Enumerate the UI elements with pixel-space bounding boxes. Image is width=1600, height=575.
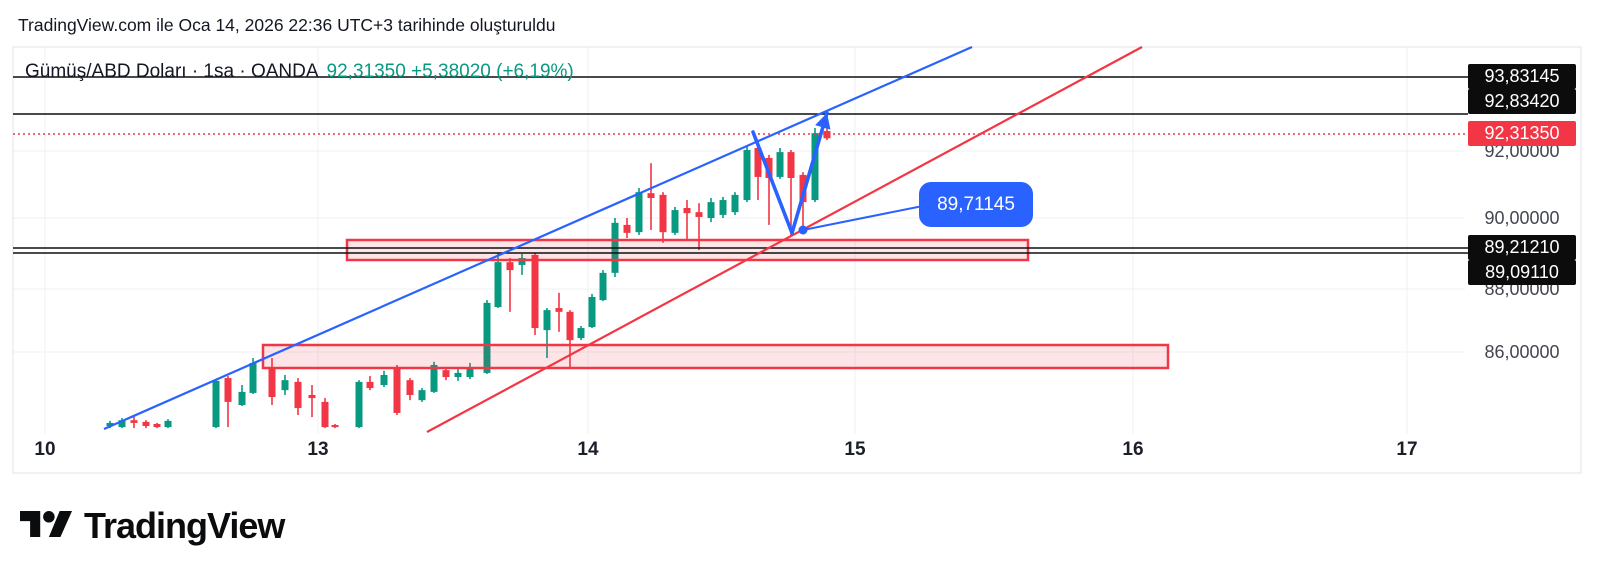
level-price-badge[interactable]: 92,83420	[1468, 89, 1576, 114]
candle-body-down	[366, 381, 374, 389]
tradingview-logo-text: TradingView	[84, 505, 285, 546]
x-axis-date-label[interactable]: 17	[1396, 439, 1418, 460]
candle-body-down	[566, 311, 574, 341]
candle-body-down	[683, 207, 691, 214]
candle-body-up	[418, 390, 426, 401]
candle-body-down	[787, 152, 795, 178]
candle-body-down	[142, 421, 150, 427]
callout-anchor-dot[interactable]	[798, 225, 808, 235]
candle-body-up	[719, 200, 727, 215]
tradingview-logo-icon	[20, 508, 72, 545]
candle-body-up	[249, 362, 257, 393]
candle-body-down	[799, 174, 807, 203]
chart-legend[interactable]: Gümüş/ABD Doları · 1sa · OANDA 92,31350 +…	[25, 61, 574, 83]
attribution-text: TradingView.com ile Oca 14, 2026 22:36 U…	[18, 15, 556, 35]
candle-body-down	[321, 401, 329, 428]
last-price-change: 92,31350 +5,38020 (+6,19%)	[326, 61, 574, 82]
candle-body-up	[281, 380, 289, 391]
candle-body-up	[380, 374, 388, 385]
candle-body-down	[224, 378, 232, 402]
candle-body-up	[811, 133, 819, 201]
y-axis-price-label[interactable]: 86,00000	[1484, 341, 1560, 362]
candle-body-up	[707, 202, 715, 218]
level-price-badge[interactable]: 89,09110	[1468, 260, 1576, 285]
candle-body-up	[118, 420, 126, 428]
price-zone-rectangle[interactable]	[261, 343, 1170, 370]
candle-body-down	[406, 380, 414, 395]
candle-body-down	[308, 394, 316, 399]
price-callout-label[interactable]: 89,71145	[919, 182, 1033, 227]
level-price-badge[interactable]: 93,83145	[1468, 64, 1576, 89]
candle-body-up	[466, 368, 474, 378]
candle-body-up	[483, 302, 491, 373]
symbol-title[interactable]: Gümüş/ABD Doları · 1sa · OANDA	[25, 61, 319, 82]
arrowhead-icon	[815, 113, 831, 130]
candle-body-up	[671, 210, 679, 233]
candle-body-down	[754, 147, 762, 177]
blue-trendline[interactable]	[103, 45, 973, 431]
candle-body-down	[294, 381, 302, 409]
candle-body-up	[776, 152, 784, 177]
candle-body-up	[494, 262, 502, 308]
candle-body-down	[153, 423, 161, 428]
chart-widget-border	[12, 46, 1582, 474]
candle-body-up	[212, 380, 220, 428]
x-axis-date-label[interactable]: 13	[307, 439, 329, 460]
blue-arrow-drawing[interactable]	[751, 111, 829, 235]
price-zone-rectangle[interactable]	[345, 238, 1030, 262]
candle-body-up	[355, 381, 363, 428]
candle-body-up	[577, 328, 585, 339]
candle-body-down	[506, 262, 514, 271]
candle-body-up	[635, 192, 643, 233]
candle-body-down	[555, 308, 563, 312]
candle-body-down	[331, 425, 339, 428]
current-price-badge[interactable]: 92,31350	[1468, 121, 1576, 146]
x-axis-date-label[interactable]: 15	[844, 439, 866, 460]
x-axis-date-label[interactable]: 16	[1122, 439, 1144, 460]
candle-body-up	[731, 194, 739, 213]
candle-body-up	[238, 391, 246, 405]
candle-body-down	[765, 157, 773, 178]
candle-body-down	[442, 370, 450, 378]
candle-body-up	[164, 420, 172, 428]
candle-body-down	[695, 212, 703, 217]
candle-body-down	[623, 224, 631, 233]
level-price-badge[interactable]: 89,21210	[1468, 235, 1576, 260]
callout-connector-line	[802, 205, 920, 231]
candle-body-down	[659, 194, 667, 233]
candle-body-up	[543, 310, 551, 331]
candle-body-up	[588, 297, 596, 328]
candle-body-up	[430, 364, 438, 392]
candle-body-down	[268, 368, 276, 398]
candle-body-down	[130, 420, 138, 423]
x-axis-date-label[interactable]: 14	[577, 439, 599, 460]
candle-body-down	[531, 254, 539, 329]
candle-body-down	[647, 193, 655, 198]
candle-body-up	[743, 150, 751, 201]
tradingview-logo[interactable]: TradingView	[20, 505, 285, 547]
candle-body-up	[599, 272, 607, 301]
candle-body-down	[393, 367, 401, 413]
candle-body-down	[823, 131, 831, 139]
red-trendline[interactable]	[426, 46, 1143, 433]
candle-body-up	[106, 422, 114, 427]
candle-body-up	[518, 258, 526, 265]
y-axis-price-label[interactable]: 90,00000	[1484, 207, 1560, 228]
candle-body-up	[454, 372, 462, 378]
x-axis-date-label[interactable]: 10	[34, 439, 56, 460]
